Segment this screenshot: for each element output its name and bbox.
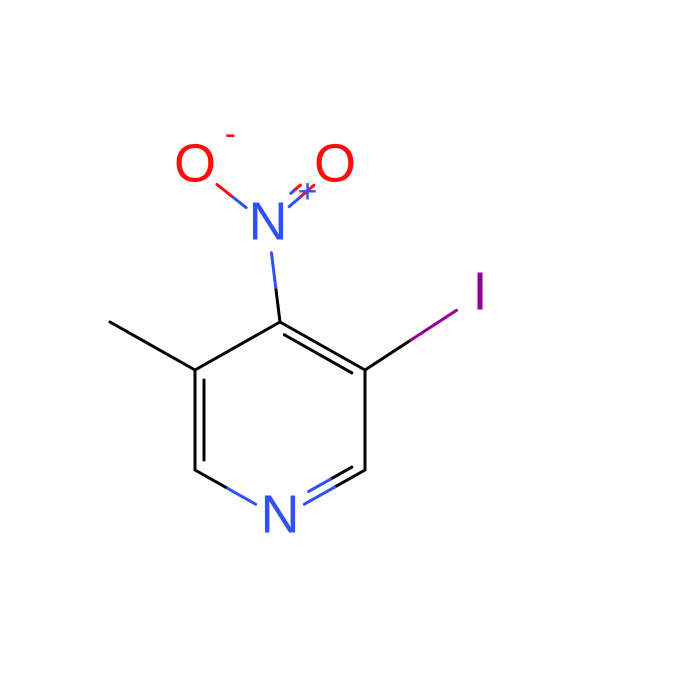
atom-charge: + <box>298 173 318 210</box>
atom-symbol: O <box>174 133 216 193</box>
atom-symbol: I <box>472 261 487 321</box>
atom-symbol: O <box>314 133 356 193</box>
atom-N2: N <box>261 484 300 544</box>
atom-charge: - <box>225 115 236 152</box>
atom-symbol: N <box>261 484 300 544</box>
atom-O1: O- <box>174 115 236 193</box>
atom-O2: O <box>314 133 356 193</box>
atom-symbol: N <box>249 191 288 251</box>
atom-N1: N+ <box>249 173 318 251</box>
molecule-canvas: O-ON+IN <box>0 0 700 700</box>
atom-I1: I <box>472 261 487 321</box>
